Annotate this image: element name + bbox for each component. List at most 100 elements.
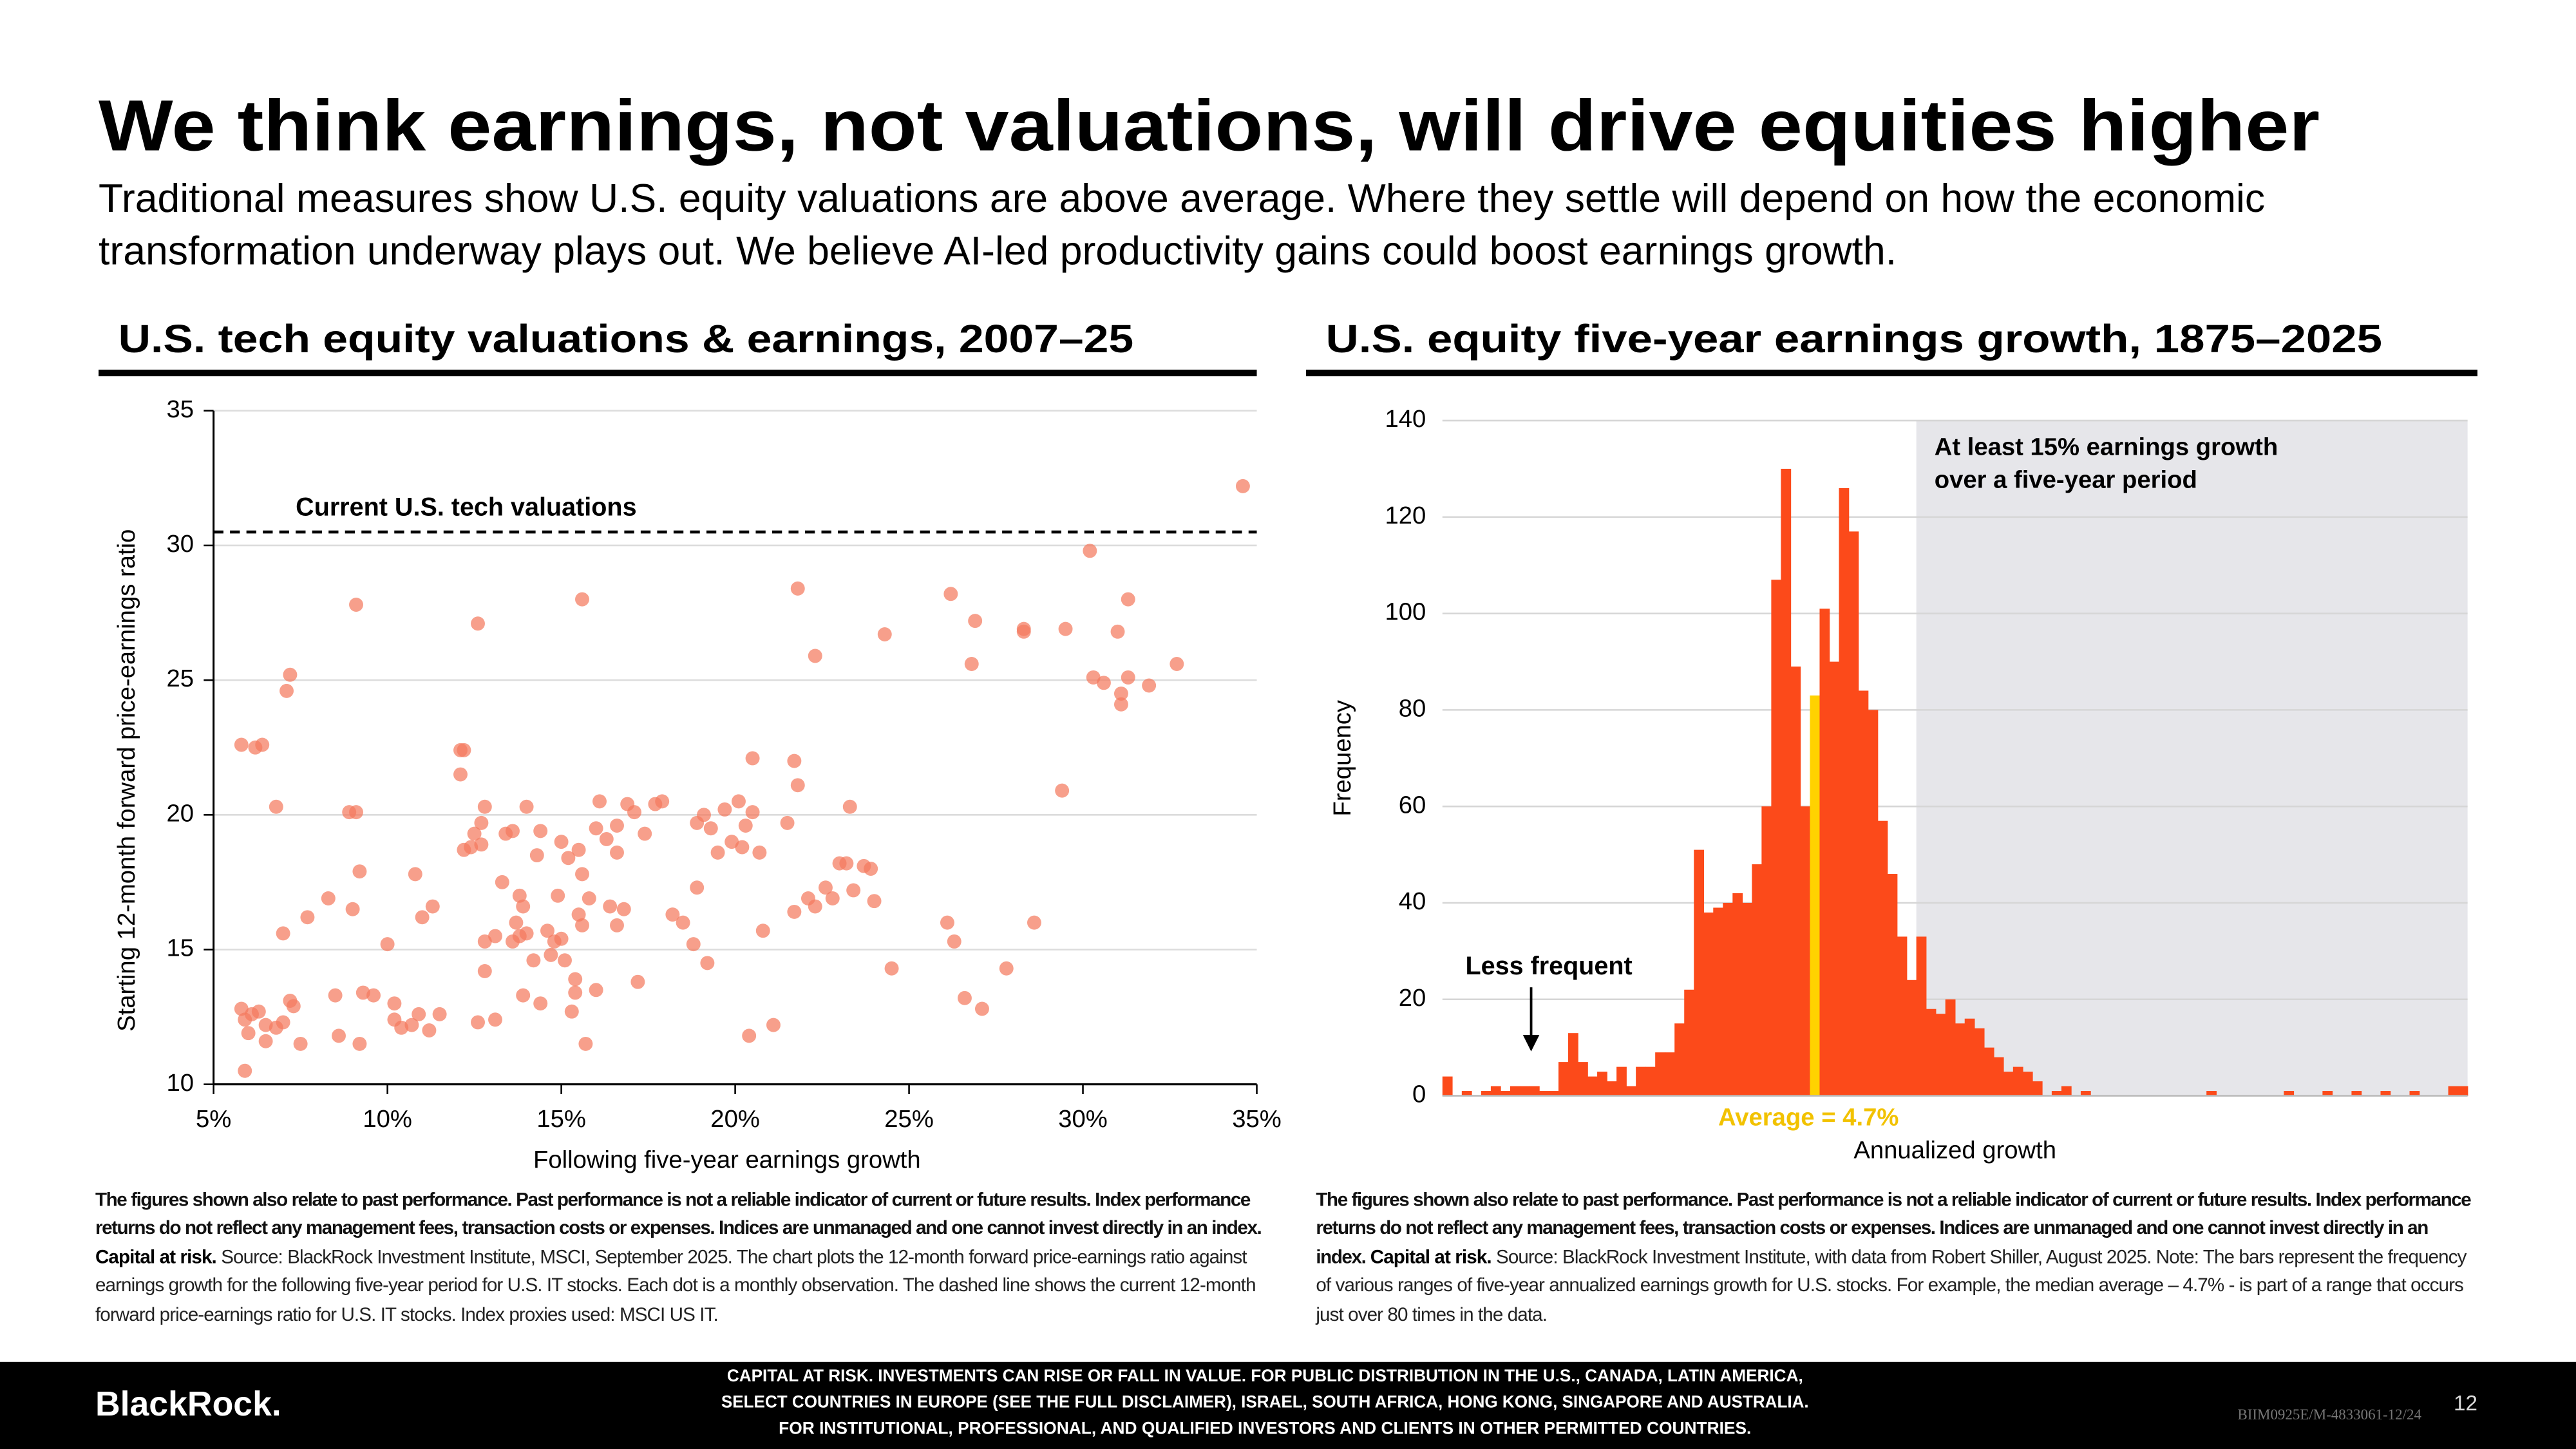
scatter-point [332, 1028, 346, 1043]
scatter-point [474, 837, 489, 852]
title-rule [1306, 369, 2477, 377]
scatter-point [474, 815, 489, 830]
histogram-bar [1442, 1076, 1453, 1096]
scatter-point [846, 883, 861, 898]
scatter-point [467, 826, 482, 841]
scatter-point [755, 923, 770, 938]
histogram-bar [1935, 1014, 1946, 1096]
scatter-point [780, 815, 795, 830]
scatter-point [745, 805, 760, 820]
scatter-point [328, 988, 343, 1003]
scatter-point [700, 956, 715, 971]
scatter-point [276, 1015, 290, 1030]
scatter-point [276, 926, 290, 941]
scatter-point [686, 937, 701, 952]
scatter-point [1121, 592, 1135, 607]
scatter-point [516, 988, 531, 1003]
scatter-point [752, 845, 767, 860]
scatter-point [412, 1007, 426, 1021]
x-axis-label: Following five-year earnings growth [533, 1146, 921, 1174]
scatter-point [655, 794, 670, 809]
histogram-bar [2003, 1072, 2014, 1096]
scatter-point [488, 929, 502, 943]
scatter-point [516, 899, 531, 914]
histogram-bar [2380, 1091, 2391, 1096]
x-tick-label: 20% [710, 1105, 760, 1133]
histogram-bar [2032, 1081, 2043, 1096]
scatter-point [703, 821, 718, 836]
histogram-bar [1490, 1086, 1501, 1096]
scatter-point [404, 1018, 419, 1032]
scatter-point [638, 826, 652, 841]
scatter-point [300, 910, 315, 925]
y-tick-label: 40 [1399, 887, 1426, 915]
histogram-bar [2284, 1091, 2295, 1096]
histogram-bar [1771, 580, 1782, 1096]
histogram-bar [2458, 1086, 2468, 1096]
histogram-bar [1694, 849, 1705, 1096]
y-tick-label: 140 [1385, 405, 1426, 433]
scatter-point [238, 1063, 252, 1078]
scatter-point [564, 1004, 579, 1019]
histogram-bar [1607, 1081, 1617, 1096]
histogram-bar [1955, 1023, 1965, 1096]
scatter-point [425, 899, 440, 914]
histogram-bar [2012, 1066, 2023, 1096]
footer-disclaimer: SELECT COUNTRIES IN EUROPE (SEE THE FULL… [721, 1392, 1809, 1412]
histogram-bar [1897, 936, 1908, 1096]
scatter-point [717, 802, 732, 817]
histogram-bar [2409, 1091, 2420, 1096]
scatter-point [575, 592, 589, 607]
histogram-bar [2061, 1086, 2072, 1096]
scatter-point [839, 856, 854, 871]
scatter-point [519, 799, 534, 814]
annotation-arrowhead [1522, 1035, 1540, 1052]
histogram-bar [1868, 710, 1879, 1096]
scatter-point [947, 934, 961, 949]
scatter-point [387, 996, 402, 1011]
histogram-bar [1481, 1091, 1492, 1096]
histogram-bar [1964, 1018, 1975, 1096]
scatter-point [592, 794, 607, 809]
histogram-bar [1761, 806, 1772, 1096]
scatter-point [366, 988, 381, 1003]
reference-label: Current U.S. tech valuations [296, 493, 636, 522]
histogram-bar [1800, 806, 1811, 1096]
scatter-point [533, 824, 548, 838]
y-tick-label: 20 [166, 799, 194, 827]
histogram-bar [1916, 936, 1927, 1096]
scatter-point [676, 915, 690, 930]
histogram-bar [1723, 902, 1734, 1096]
histogram-bar [1790, 667, 1801, 1096]
scatter-point [1121, 670, 1135, 685]
scatter-point [568, 972, 583, 987]
scatter-point [1083, 544, 1097, 558]
scatter-point [732, 794, 746, 809]
scatter-point [627, 805, 641, 820]
y-tick-label: 60 [1399, 791, 1426, 819]
scatter-point [269, 799, 283, 814]
scatter-point [471, 616, 485, 631]
disclaimer: The figures shown also relate to past pe… [95, 1189, 1262, 1240]
scatter-point [943, 587, 958, 601]
y-tick-label: 100 [1385, 598, 1426, 626]
scatter-point [589, 983, 603, 998]
scatter-point [345, 902, 360, 916]
histogram-bar [1839, 488, 1850, 1096]
histogram-bar [1829, 661, 1840, 1096]
scatter-point [529, 848, 544, 863]
scatter-point [415, 910, 430, 925]
scatter-point [766, 1018, 781, 1032]
scatter-point [571, 842, 586, 857]
scatter-point [321, 891, 336, 905]
footnote: The figures shown also relate to past pe… [1316, 1186, 2479, 1329]
capital-at-risk: Capital at risk. [1370, 1246, 1492, 1268]
slide-title: We think earnings, not valuations, will … [99, 85, 2320, 166]
scatter-point [471, 1015, 485, 1030]
y-tick-label: 30 [166, 530, 194, 558]
scatter-point [825, 891, 840, 905]
histogram-bar [1461, 1091, 1472, 1096]
scatter-point [819, 880, 833, 895]
